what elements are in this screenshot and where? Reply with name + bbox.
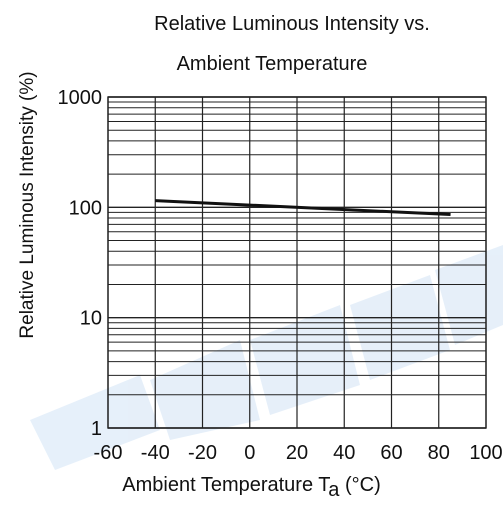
chart-title-line1: Relative Luminous Intensity vs. bbox=[154, 13, 430, 35]
chart-title-line2: Ambient Temperature bbox=[177, 53, 368, 75]
y-tick-label: 1000 bbox=[58, 87, 103, 109]
y-tick-label: 1 bbox=[91, 418, 102, 440]
y-tick-label: 100 bbox=[69, 197, 102, 219]
series-lines bbox=[155, 199, 451, 217]
x-axis-label-unit: (°C) bbox=[339, 474, 381, 496]
x-tick-labels: -60 -40 -20 0 20 40 60 80 100 bbox=[94, 442, 503, 464]
y-tick-labels: 1 10 100 1000 bbox=[58, 87, 103, 440]
y-axis-label: Relative Luminous Intensity (%) bbox=[17, 71, 38, 338]
x-tick-label: -40 bbox=[141, 442, 170, 464]
x-tick-label: 60 bbox=[380, 442, 402, 464]
series-line bbox=[155, 199, 451, 217]
x-tick-label: 40 bbox=[333, 442, 355, 464]
grid bbox=[107, 96, 487, 429]
x-axis-label: Ambient Temperature Ta (°C) bbox=[0, 474, 503, 501]
x-tick-label: 20 bbox=[286, 442, 308, 464]
x-tick-label: 100 bbox=[469, 442, 502, 464]
x-tick-label: -20 bbox=[188, 442, 217, 464]
plot-border bbox=[107, 96, 487, 429]
x-tick-label: 0 bbox=[244, 442, 255, 464]
watermark bbox=[30, 245, 503, 470]
x-axis-label-subscript: a bbox=[328, 479, 340, 501]
y-tick-label: 10 bbox=[80, 308, 102, 330]
x-axis-label-main: Ambient Temperature T bbox=[122, 474, 329, 496]
x-tick-label: -60 bbox=[94, 442, 123, 464]
x-tick-label: 80 bbox=[428, 442, 450, 464]
